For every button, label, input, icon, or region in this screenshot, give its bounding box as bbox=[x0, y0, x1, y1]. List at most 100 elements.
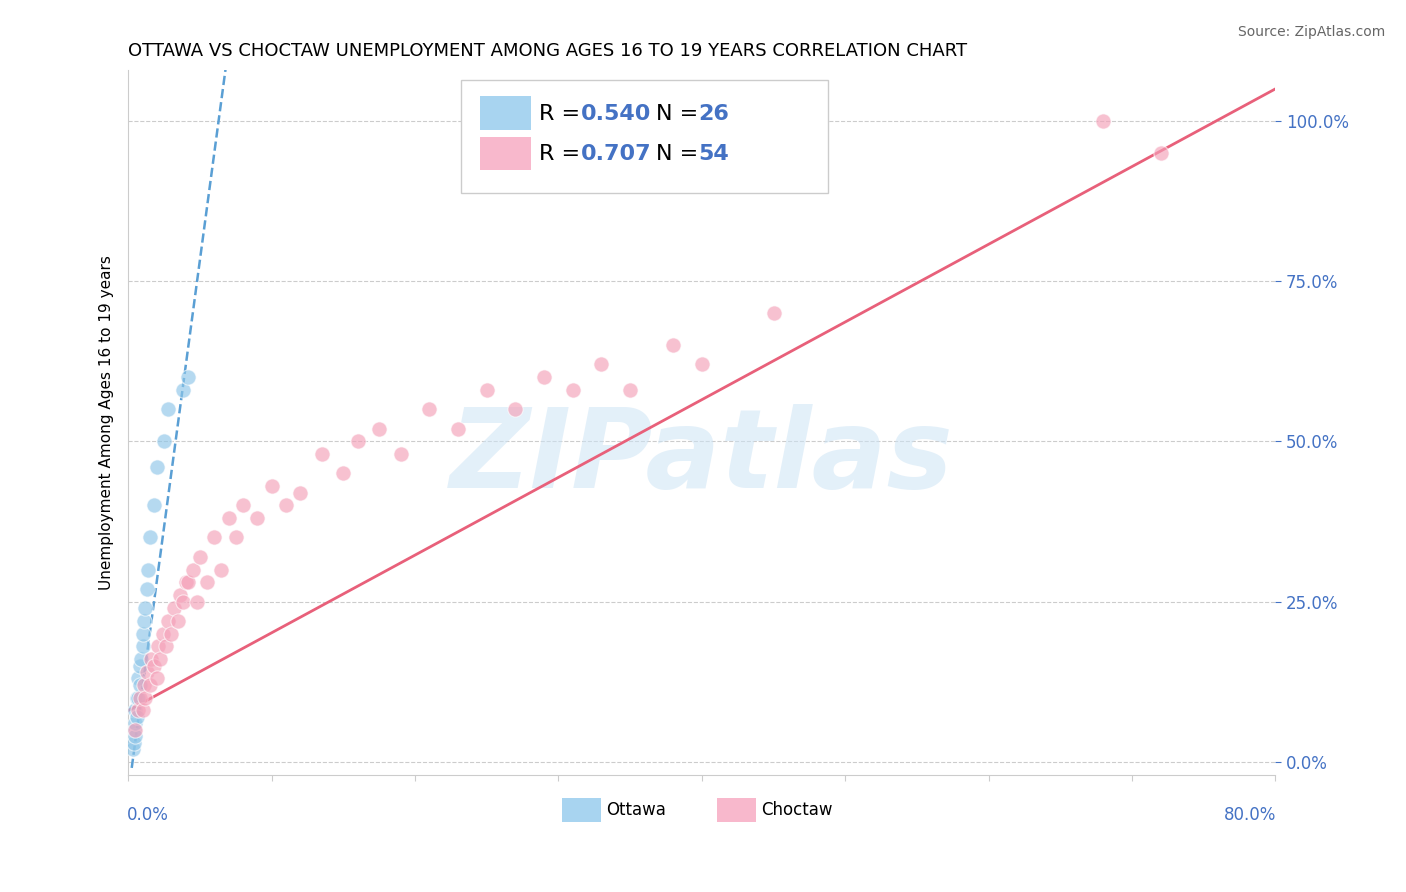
FancyBboxPatch shape bbox=[717, 797, 756, 822]
Point bbox=[139, 531, 162, 545]
Point bbox=[135, 665, 157, 679]
Point bbox=[124, 729, 146, 743]
Point bbox=[260, 479, 283, 493]
Text: 0.707: 0.707 bbox=[581, 145, 652, 164]
Point bbox=[662, 338, 685, 352]
Point bbox=[202, 531, 225, 545]
Point bbox=[619, 383, 641, 397]
Point bbox=[181, 562, 204, 576]
Point bbox=[533, 370, 555, 384]
Point bbox=[174, 575, 197, 590]
Point bbox=[155, 640, 177, 654]
Text: 54: 54 bbox=[699, 145, 730, 164]
Point bbox=[169, 588, 191, 602]
Point bbox=[177, 575, 200, 590]
Point bbox=[128, 690, 150, 705]
Point bbox=[146, 672, 169, 686]
Point bbox=[132, 678, 155, 692]
Point bbox=[186, 594, 208, 608]
Point bbox=[561, 383, 583, 397]
Point bbox=[447, 421, 470, 435]
FancyBboxPatch shape bbox=[481, 96, 531, 130]
Point bbox=[134, 690, 156, 705]
Text: 0.0%: 0.0% bbox=[127, 806, 169, 824]
Point bbox=[160, 626, 183, 640]
Text: N =: N = bbox=[657, 104, 706, 124]
Text: R =: R = bbox=[538, 145, 588, 164]
Point bbox=[177, 370, 200, 384]
Point bbox=[332, 467, 354, 481]
Point bbox=[131, 626, 153, 640]
Point bbox=[128, 658, 150, 673]
Text: Source: ZipAtlas.com: Source: ZipAtlas.com bbox=[1237, 25, 1385, 39]
Text: ZIPatlas: ZIPatlas bbox=[450, 404, 953, 511]
Point bbox=[124, 704, 146, 718]
Point bbox=[163, 601, 186, 615]
Text: Choctaw: Choctaw bbox=[762, 801, 832, 819]
Point bbox=[311, 447, 333, 461]
Point bbox=[188, 549, 211, 564]
Point bbox=[172, 594, 194, 608]
Point bbox=[346, 434, 368, 449]
Point bbox=[157, 614, 180, 628]
Text: 0.540: 0.540 bbox=[581, 104, 652, 124]
Point bbox=[1092, 114, 1115, 128]
Point bbox=[218, 511, 240, 525]
Point bbox=[124, 723, 146, 737]
Point bbox=[132, 614, 155, 628]
Point bbox=[274, 499, 297, 513]
Point bbox=[143, 658, 166, 673]
Point bbox=[368, 421, 391, 435]
Point bbox=[122, 735, 145, 749]
Text: OTTAWA VS CHOCTAW UNEMPLOYMENT AMONG AGES 16 TO 19 YEARS CORRELATION CHART: OTTAWA VS CHOCTAW UNEMPLOYMENT AMONG AGE… bbox=[128, 42, 967, 60]
Point bbox=[1150, 145, 1173, 160]
Point bbox=[152, 626, 174, 640]
Point bbox=[172, 383, 194, 397]
Point bbox=[127, 704, 149, 718]
Point bbox=[232, 499, 254, 513]
Point bbox=[131, 704, 153, 718]
Text: Ottawa: Ottawa bbox=[606, 801, 666, 819]
Point bbox=[124, 716, 146, 731]
Point bbox=[135, 582, 157, 596]
Point bbox=[389, 447, 412, 461]
Point bbox=[139, 678, 162, 692]
Point bbox=[591, 358, 613, 372]
Point bbox=[148, 640, 170, 654]
Text: 80.0%: 80.0% bbox=[1225, 806, 1277, 824]
Text: 26: 26 bbox=[699, 104, 730, 124]
Point bbox=[157, 402, 180, 417]
FancyBboxPatch shape bbox=[481, 136, 531, 170]
Point bbox=[131, 640, 153, 654]
Point bbox=[505, 402, 527, 417]
Point bbox=[290, 485, 312, 500]
Point bbox=[141, 652, 163, 666]
Point bbox=[125, 690, 148, 705]
Point bbox=[149, 652, 172, 666]
Point bbox=[146, 460, 169, 475]
Y-axis label: Unemployment Among Ages 16 to 19 years: Unemployment Among Ages 16 to 19 years bbox=[100, 255, 114, 590]
Point bbox=[690, 358, 713, 372]
Point bbox=[125, 710, 148, 724]
Point bbox=[127, 672, 149, 686]
FancyBboxPatch shape bbox=[562, 797, 600, 822]
Point bbox=[122, 723, 145, 737]
Point bbox=[167, 614, 190, 628]
Point bbox=[127, 690, 149, 705]
Text: R =: R = bbox=[538, 104, 588, 124]
Point bbox=[153, 434, 176, 449]
Point bbox=[128, 678, 150, 692]
Point bbox=[246, 511, 269, 525]
Point bbox=[211, 562, 233, 576]
Point bbox=[762, 306, 785, 320]
Point bbox=[136, 562, 159, 576]
Text: N =: N = bbox=[657, 145, 706, 164]
FancyBboxPatch shape bbox=[461, 80, 828, 193]
Point bbox=[418, 402, 440, 417]
Point bbox=[143, 499, 166, 513]
Point bbox=[134, 601, 156, 615]
Point bbox=[121, 742, 143, 756]
Point bbox=[195, 575, 218, 590]
Point bbox=[475, 383, 498, 397]
Point bbox=[129, 652, 152, 666]
